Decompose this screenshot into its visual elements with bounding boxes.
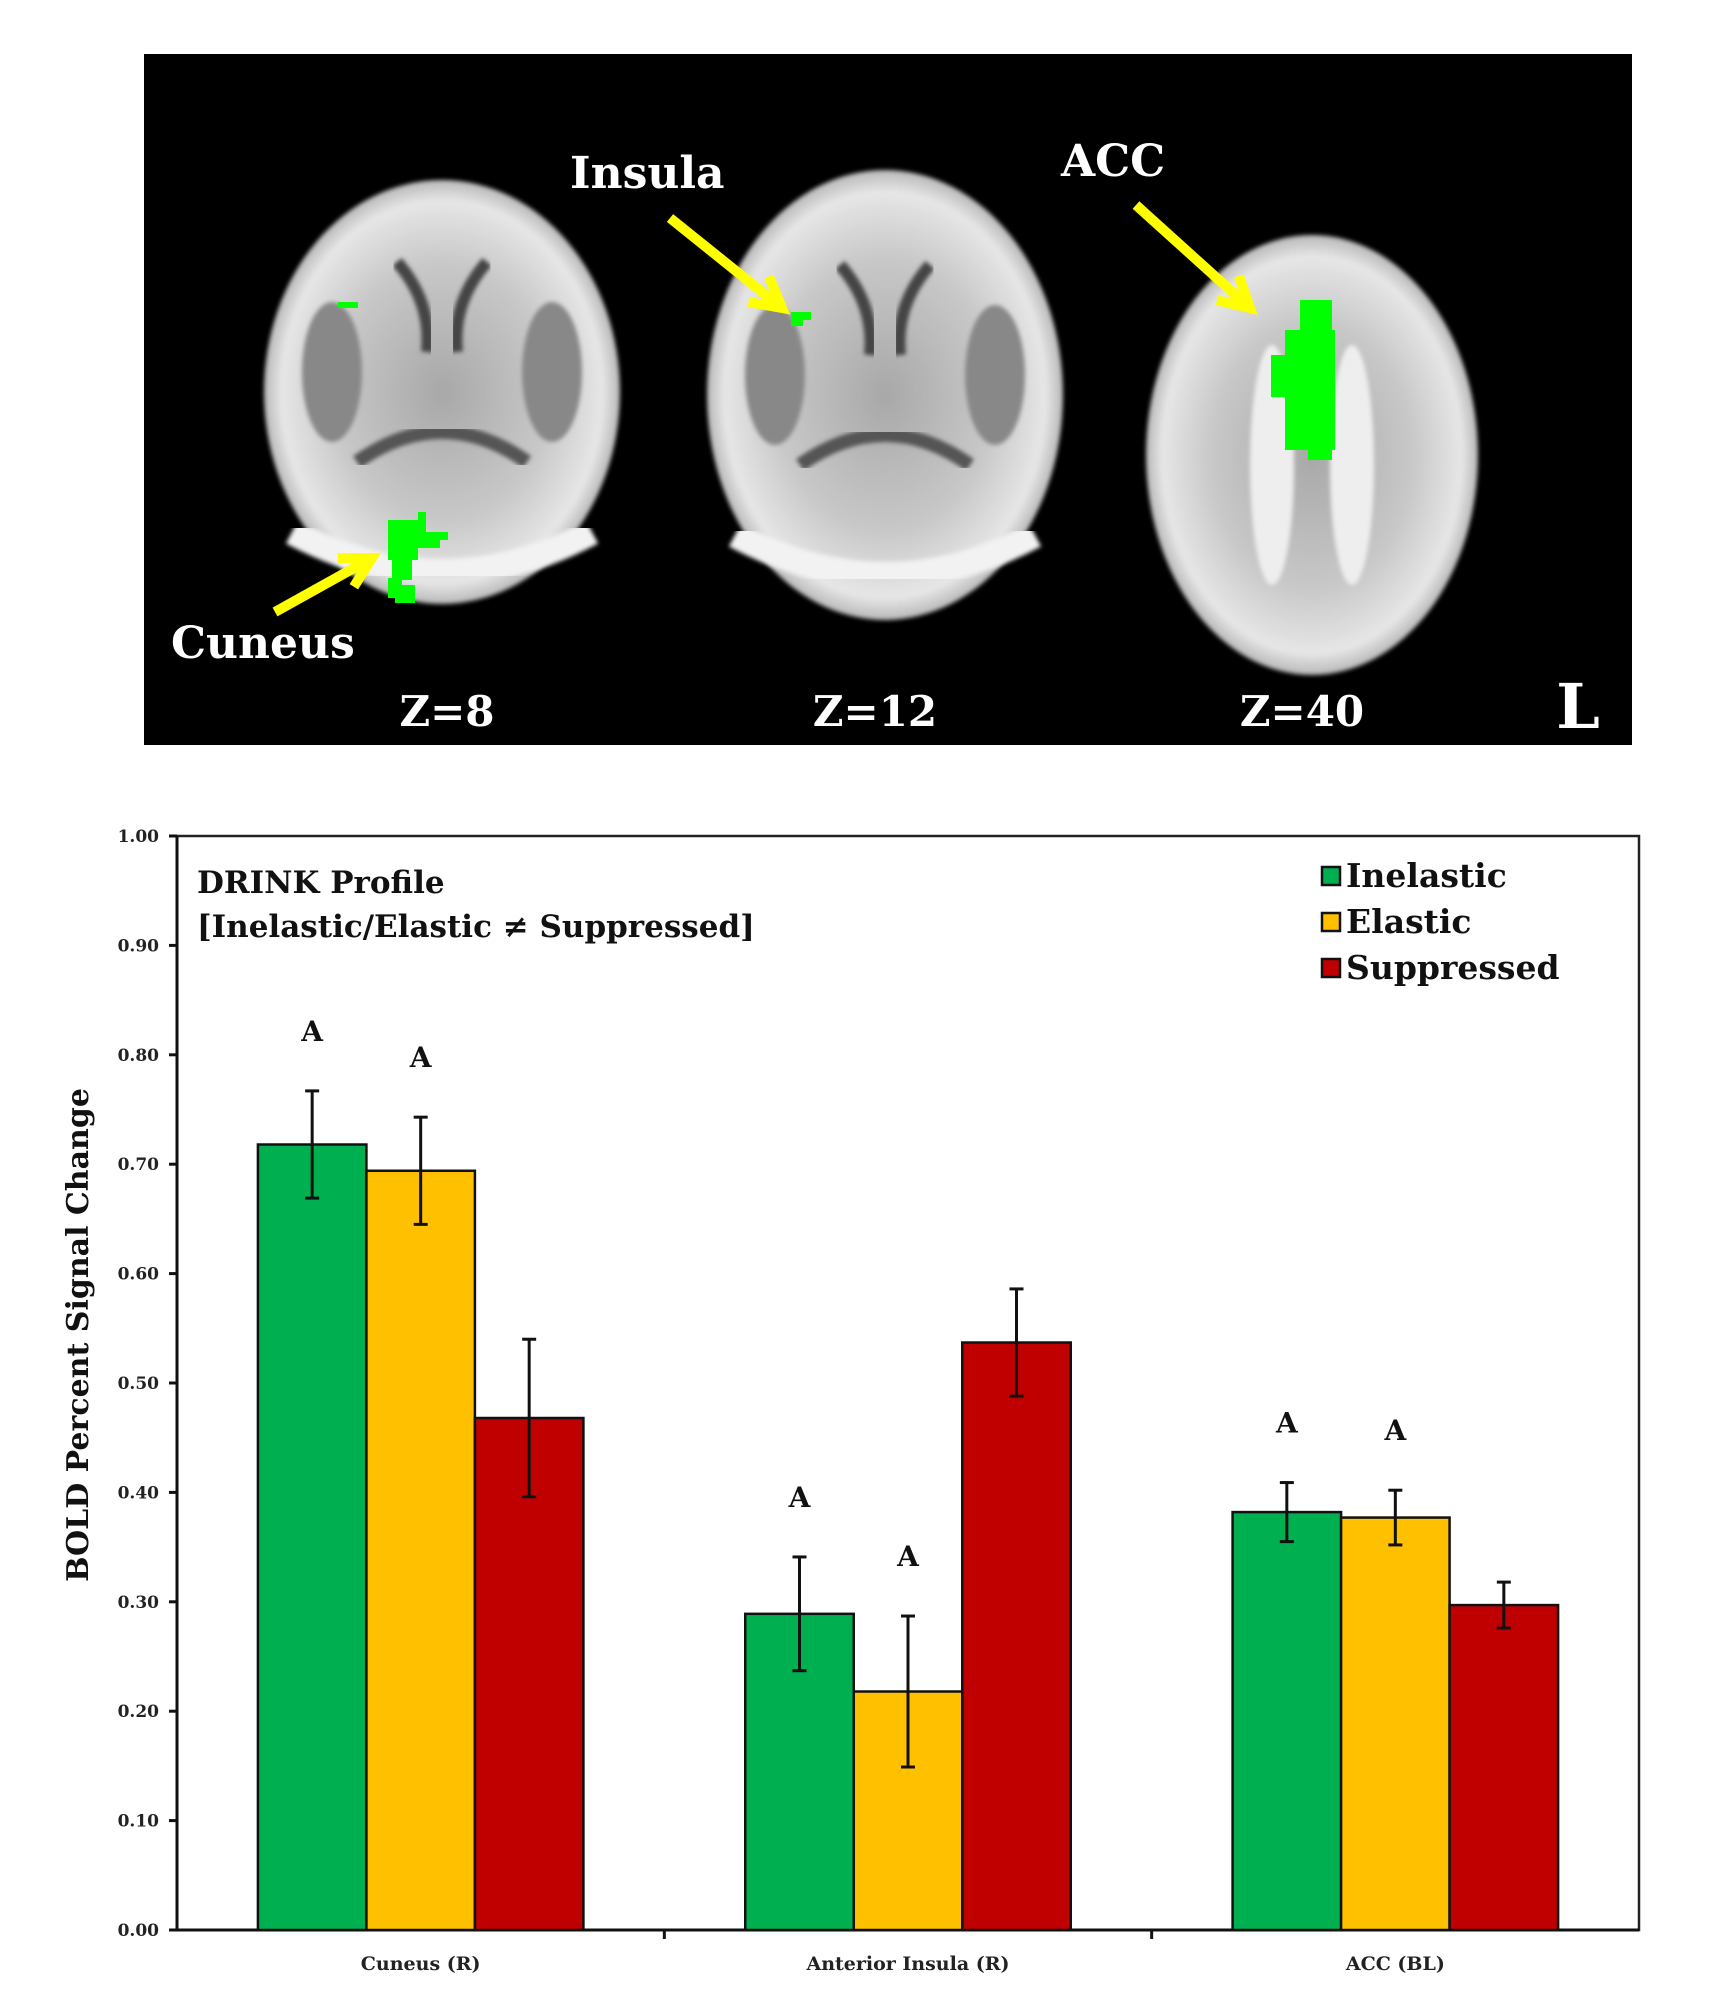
brain-labels: Z=8 Z=12 Z=40 Cuneus Insula ACC L [171, 136, 1600, 743]
region-label-cuneus: Cuneus [171, 618, 355, 669]
region-label-acc: ACC [1060, 136, 1165, 187]
x-category-label: ACC (BL) [1345, 1953, 1445, 1975]
legend-label: Elastic [1346, 902, 1472, 941]
y-tick-label: 0.20 [118, 1702, 160, 1722]
slice-label: Z=40 [1240, 687, 1364, 736]
y-tick-label: 0.90 [118, 936, 160, 956]
acc-arrow-icon [1132, 201, 1258, 315]
x-category-label: Cuneus (R) [361, 1953, 481, 1975]
activation-clusters [338, 300, 1335, 603]
y-tick-label: 0.10 [118, 1812, 160, 1832]
legend-label: Inelastic [1346, 856, 1507, 895]
significance-label: A [300, 1015, 324, 1048]
brain-slice-1 [264, 180, 620, 604]
y-tick-label: 0.40 [118, 1483, 160, 1503]
orientation-label: L [1556, 670, 1600, 743]
x-category-label: Anterior Insula (R) [805, 1953, 1009, 1975]
chart-subtitle: [Inelastic/Elastic ≠ Suppressed] [197, 909, 755, 945]
y-tick-label: 0.70 [118, 1155, 160, 1175]
y-tick-label: 0.80 [118, 1046, 160, 1066]
legend-swatch [1320, 957, 1342, 979]
bar-inelastic [1231, 1510, 1343, 1932]
bar-elastic [365, 1169, 477, 1932]
y-tick-label: 1.00 [118, 827, 160, 847]
significance-label: A [1275, 1407, 1299, 1440]
legend-label: Suppressed [1346, 948, 1560, 987]
pointer-arrows [272, 201, 1258, 617]
bar-inelastic [256, 1143, 368, 1932]
significance-label: A [788, 1481, 812, 1514]
slice-label: Z=8 [399, 687, 494, 736]
bar-suppressed [1448, 1603, 1560, 1932]
insula-arrow-icon [666, 214, 791, 315]
bar-suppressed [961, 1341, 1072, 1932]
slice-label: Z=12 [813, 687, 937, 736]
significance-label: A [1383, 1414, 1407, 1447]
cuneus-arrow-icon [272, 552, 382, 617]
significance-label: A [409, 1041, 433, 1074]
region-label-insula: Insula [570, 148, 725, 199]
bar-chart: 0.00 0.10 0.20 0.30 0.40 0.50 0.60 0.70 0.80 0.90… [61, 827, 1641, 1975]
legend-swatch [1320, 911, 1342, 933]
brain-slices [264, 170, 1478, 675]
y-axis-title: BOLD Percent Signal Change [61, 1088, 96, 1582]
legend: Inelastic Elastic Suppressed [1320, 856, 1560, 987]
y-tick-label: 0.50 [118, 1374, 160, 1394]
brain-slice-2 [707, 170, 1063, 620]
bars: A A A A A A [256, 1015, 1560, 1939]
bar-elastic [1339, 1516, 1451, 1932]
chart-title: DRINK Profile [197, 865, 445, 901]
bar-suppressed [473, 1416, 585, 1932]
y-tick-labels: 0.00 0.10 0.20 0.30 0.40 0.50 0.60 0.70 0.80 0.90… [118, 827, 177, 1941]
legend-swatch [1320, 865, 1342, 887]
significance-label: A [896, 1540, 920, 1573]
y-tick-label: 0.30 [118, 1593, 160, 1613]
y-tick-label: 0.00 [118, 1921, 160, 1941]
y-tick-label: 0.60 [118, 1265, 160, 1285]
